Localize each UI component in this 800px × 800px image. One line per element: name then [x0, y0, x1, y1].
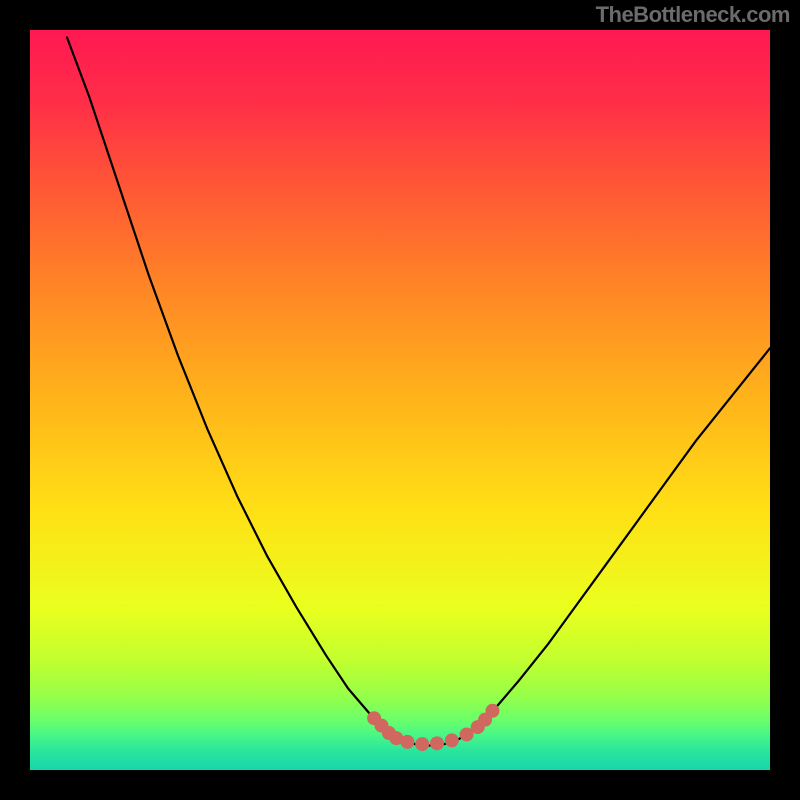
watermark-text: TheBottleneck.com: [596, 2, 790, 28]
chart-root: TheBottleneck.com: [0, 0, 800, 800]
marker-point: [400, 735, 414, 749]
marker-point: [445, 733, 459, 747]
marker-point: [486, 704, 500, 718]
marker-point: [415, 737, 429, 751]
marker-point: [430, 736, 444, 750]
bottleneck-chart: [0, 0, 800, 800]
plot-background-gradient: [30, 30, 770, 770]
